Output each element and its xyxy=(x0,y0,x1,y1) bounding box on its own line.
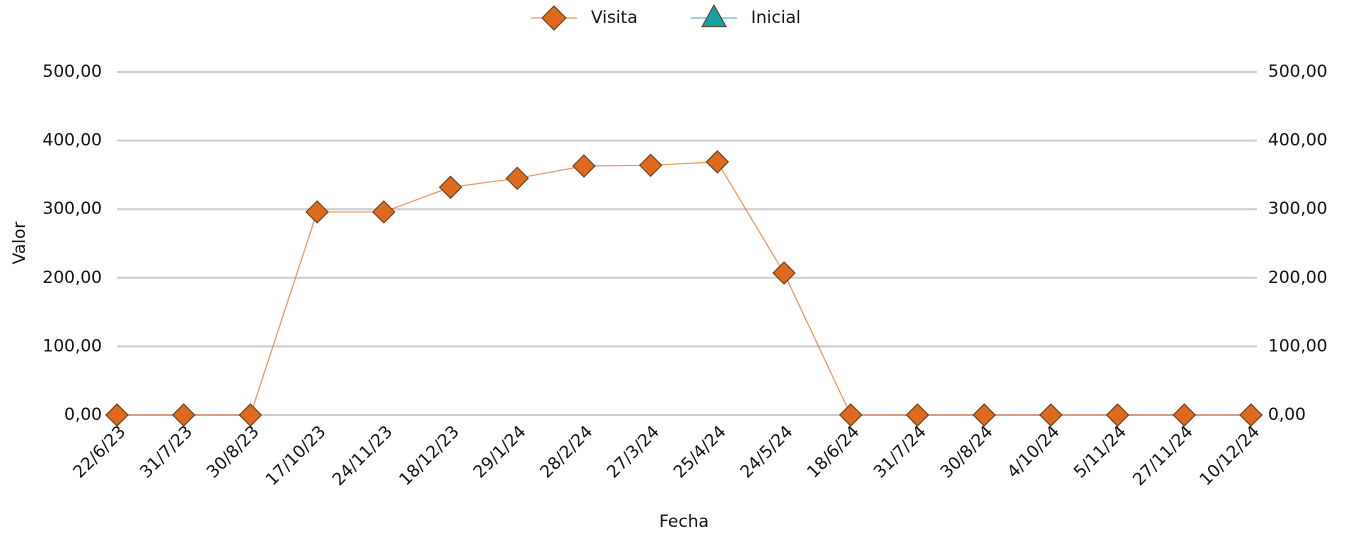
x-tick-label: 17/10/23 xyxy=(262,422,330,490)
x-tick-label: 18/12/23 xyxy=(395,422,463,490)
x-tick-label: 31/7/23 xyxy=(136,422,196,482)
y2-tick-label: 100,00 xyxy=(1268,336,1327,356)
x-tick-label: 4/10/24 xyxy=(1003,422,1063,482)
x-tick-label: 24/5/24 xyxy=(737,422,797,482)
y-tick-label: 400,00 xyxy=(43,131,102,151)
x-tick-label: 27/3/24 xyxy=(603,422,663,482)
point-marker xyxy=(572,154,596,178)
point-marker xyxy=(705,150,730,174)
point-marker xyxy=(238,403,263,427)
y-tick-label: 100,00 xyxy=(43,336,102,356)
x-tick-label: 24/11/23 xyxy=(329,422,397,490)
x-tick-label: 30/8/23 xyxy=(203,422,263,482)
point-marker xyxy=(839,403,863,427)
legend-symbol xyxy=(541,5,567,31)
x-tick-label: 28/2/24 xyxy=(537,422,597,482)
point-marker xyxy=(772,261,796,285)
x-tick-label: 30/8/24 xyxy=(937,422,997,482)
point-marker xyxy=(1172,403,1196,427)
point-marker xyxy=(972,403,996,427)
point-marker xyxy=(638,153,663,178)
y2-tick-label: 200,00 xyxy=(1268,268,1327,288)
x-tick-label: 31/7/24 xyxy=(870,422,930,482)
y-axis-label: Valor xyxy=(10,222,30,265)
y2-tick-label: 500,00 xyxy=(1268,62,1327,82)
y-tick-label: 0,00 xyxy=(64,405,102,425)
y-tick-label: 200,00 xyxy=(43,268,102,288)
point-marker xyxy=(1239,403,1263,427)
point-marker xyxy=(438,175,463,199)
point-marker xyxy=(905,403,930,427)
x-axis-label: Fecha xyxy=(659,512,709,532)
y2-tick-label: 400,00 xyxy=(1268,131,1327,151)
series-line xyxy=(117,161,1251,416)
y2-tick-label: 0,00 xyxy=(1268,405,1306,425)
x-tick-label: 25/4/24 xyxy=(670,422,730,482)
y-tick-label: 500,00 xyxy=(43,62,102,82)
point-marker xyxy=(372,200,396,224)
point-marker xyxy=(105,403,129,427)
x-tick-label: 22/6/23 xyxy=(70,422,130,482)
x-tick-label: 18/6/24 xyxy=(803,422,863,482)
point-marker xyxy=(1039,403,1063,427)
point-marker xyxy=(305,200,329,224)
y2-tick-label: 300,00 xyxy=(1268,199,1327,219)
legend-label: Visita xyxy=(591,8,638,28)
x-tick-label: 27/11/24 xyxy=(1129,422,1197,490)
x-tick-label: 5/11/24 xyxy=(1070,422,1130,482)
point-marker xyxy=(505,166,529,191)
x-tick-label: 29/1/24 xyxy=(470,422,530,482)
legend-label: Inicial xyxy=(751,8,801,28)
legend-symbol xyxy=(701,3,727,28)
x-tick-label: 10/12/24 xyxy=(1196,422,1264,490)
point-marker xyxy=(1105,403,1130,427)
y-tick-label: 300,00 xyxy=(43,199,102,219)
point-marker xyxy=(171,403,196,427)
